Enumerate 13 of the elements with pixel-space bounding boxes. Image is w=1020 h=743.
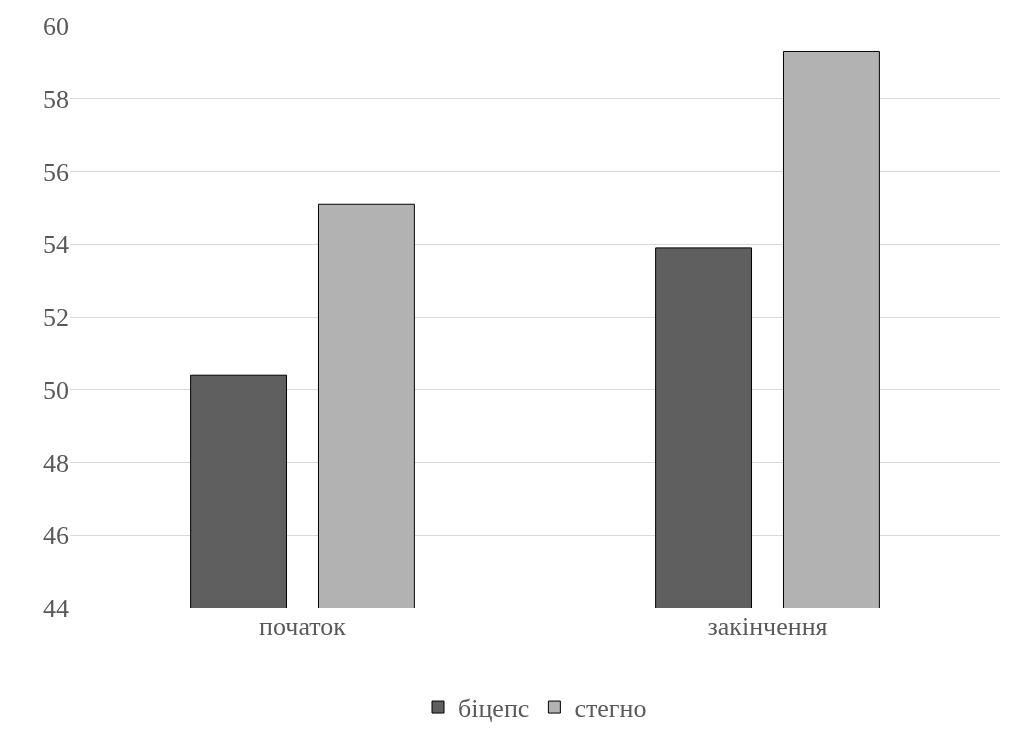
y-tick-label: 46: [43, 521, 69, 551]
legend-label: стегно: [574, 694, 647, 724]
y-tick-label: 50: [43, 375, 69, 405]
y-tick-label: 60: [43, 12, 69, 42]
legend-label: біцепс: [458, 694, 530, 724]
y-tick-label: 48: [43, 448, 69, 478]
x-tick-label: початок: [259, 612, 347, 641]
y-tick-label: 52: [43, 303, 69, 333]
x-tick-label: закінчення: [707, 612, 828, 641]
y-tick-label: 56: [43, 157, 69, 187]
y-tick-label: 44: [43, 594, 69, 624]
y-tick-label: 58: [43, 84, 69, 114]
y-tick-label: 54: [43, 230, 69, 260]
